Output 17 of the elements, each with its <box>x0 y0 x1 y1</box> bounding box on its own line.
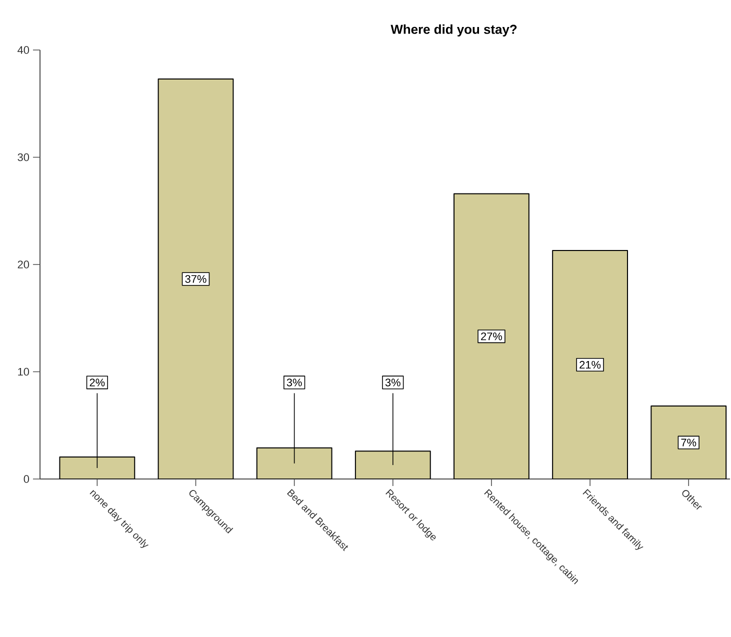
data-label: 27% <box>481 332 502 340</box>
data-label: 7% <box>681 438 696 446</box>
bar <box>454 193 530 479</box>
data-label: 21% <box>580 360 601 369</box>
data-label: 3% <box>286 378 302 386</box>
data-label: 3% <box>385 378 400 386</box>
chart-title: Where did you stay? <box>390 24 517 36</box>
bar <box>650 406 727 479</box>
y-tick-label: 10 <box>18 368 30 376</box>
y-tick-label: 20 <box>18 260 30 268</box>
data-label: 37% <box>185 275 206 283</box>
bar <box>552 250 628 479</box>
y-tick-label: 0 <box>24 475 30 483</box>
bar <box>158 78 234 479</box>
y-tick-label: 30 <box>18 153 30 162</box>
y-tick-label: 40 <box>18 46 30 54</box>
data-label: 2% <box>90 378 105 386</box>
